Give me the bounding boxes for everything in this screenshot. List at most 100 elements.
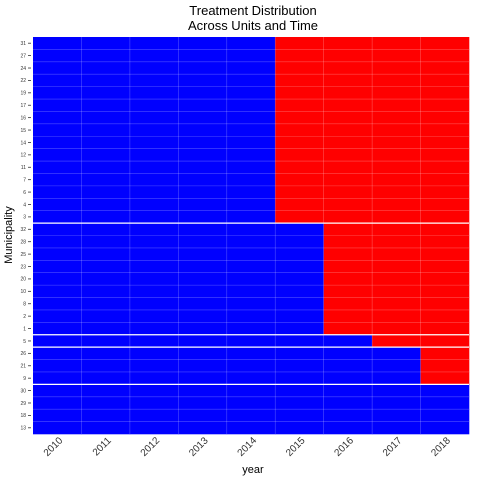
heatmap-cell (226, 409, 276, 422)
heatmap-cell (275, 347, 324, 360)
heatmap-cell (226, 86, 276, 100)
heatmap-cell (129, 359, 179, 373)
y-tick-label: 26 (20, 351, 26, 357)
heatmap-cell (372, 198, 421, 211)
heatmap-cell (275, 61, 324, 75)
heatmap-cell (129, 61, 179, 75)
heatmap-cell (323, 37, 373, 50)
heatmap-cell (226, 223, 276, 236)
heatmap-cell (420, 334, 470, 348)
heatmap-cell (420, 421, 470, 435)
heatmap-cell (420, 235, 470, 249)
heatmap-cell (323, 148, 373, 162)
y-tick-label: 16 (20, 115, 26, 121)
heatmap-cell (275, 247, 324, 261)
heatmap-cells (33, 37, 470, 435)
heatmap-cell (372, 123, 421, 137)
y-tick-label: 4 (23, 202, 26, 208)
heatmap-cell (226, 334, 276, 348)
heatmap-cell (33, 37, 82, 50)
heatmap-cell (420, 37, 470, 50)
heatmap-cell (275, 223, 324, 236)
heatmap-cell (81, 396, 131, 410)
heatmap-cell (129, 99, 179, 112)
heatmap-cell (323, 86, 373, 100)
y-tick-label: 11 (21, 165, 26, 171)
x-tick-label: 2011 (91, 435, 114, 458)
heatmap-cell (420, 74, 470, 87)
heatmap-cell (372, 409, 421, 422)
heatmap-cell (275, 371, 324, 385)
y-tick-label: 14 (20, 140, 26, 146)
heatmap-cell (129, 371, 179, 385)
y-tick-label: 6 (23, 190, 26, 196)
heatmap-cell (372, 111, 421, 125)
heatmap-cell (323, 322, 373, 336)
heatmap-cell (178, 396, 228, 410)
heatmap-cell (81, 223, 131, 236)
x-tick-label: 2013 (187, 435, 211, 459)
heatmap-cell (129, 173, 179, 187)
heatmap-cell (81, 272, 131, 286)
heatmap-cell (33, 359, 82, 373)
heatmap-cell (372, 384, 421, 398)
heatmap-cell (420, 61, 470, 75)
x-tick-label: 2017 (381, 435, 405, 459)
heatmap-cell (323, 359, 373, 373)
heatmap-cell (178, 136, 228, 149)
heatmap-cell (226, 235, 276, 249)
heatmap-cell (420, 148, 470, 162)
heatmap-cell (33, 148, 82, 162)
heatmap-cell (372, 371, 421, 385)
heatmap-cell (226, 260, 276, 274)
heatmap-cell (33, 136, 82, 149)
heatmap-cell (33, 421, 82, 435)
y-tick-label: 29 (20, 401, 26, 407)
heatmap-cell (372, 235, 421, 249)
heatmap-cell (178, 272, 228, 286)
heatmap-cell (129, 334, 179, 348)
heatmap-cell (323, 111, 373, 125)
y-tick-label: 18 (20, 413, 26, 419)
y-tick-label: 20 (20, 277, 26, 283)
y-tick-label: 23 (20, 264, 26, 270)
heatmap-cell (129, 409, 179, 422)
heatmap-cell (178, 309, 228, 323)
heatmap-cell (33, 49, 82, 63)
heatmap-cell (178, 49, 228, 63)
heatmap-cell (372, 260, 421, 274)
heatmap-cell (323, 371, 373, 385)
heatmap-cell (323, 74, 373, 87)
heatmap-cell (275, 322, 324, 336)
y-tick-label: 24 (20, 66, 26, 72)
heatmap-cell (226, 61, 276, 75)
heatmap-cell (323, 235, 373, 249)
heatmap-cell (420, 285, 470, 298)
heatmap-cell (129, 185, 179, 199)
heatmap-cell (275, 384, 324, 398)
heatmap-cell (33, 334, 82, 348)
heatmap-cell (372, 347, 421, 360)
heatmap-cell (323, 347, 373, 360)
heatmap-cell (178, 223, 228, 236)
heatmap-cell (420, 49, 470, 63)
heatmap-cell (81, 297, 131, 311)
heatmap-cell (178, 99, 228, 112)
heatmap-cell (81, 235, 131, 249)
y-tick-label: 7 (23, 177, 26, 183)
heatmap-cell (178, 247, 228, 261)
x-axis-ticks: 2010 2011 2012 2013 2014 2015 2016 2017 2018 (42, 435, 453, 459)
heatmap-cell (178, 235, 228, 249)
heatmap-cell (178, 185, 228, 199)
heatmap-cell (81, 334, 131, 348)
heatmap-cell (33, 123, 82, 137)
heatmap-cell (226, 111, 276, 125)
heatmap-cell (323, 334, 373, 348)
heatmap-cell (226, 49, 276, 63)
y-tick-label: 2 (23, 314, 26, 320)
heatmap-cell (178, 74, 228, 87)
heatmap-cell (178, 409, 228, 422)
heatmap-cell (226, 297, 276, 311)
heatmap-cell (33, 384, 82, 398)
heatmap-cell (420, 99, 470, 112)
